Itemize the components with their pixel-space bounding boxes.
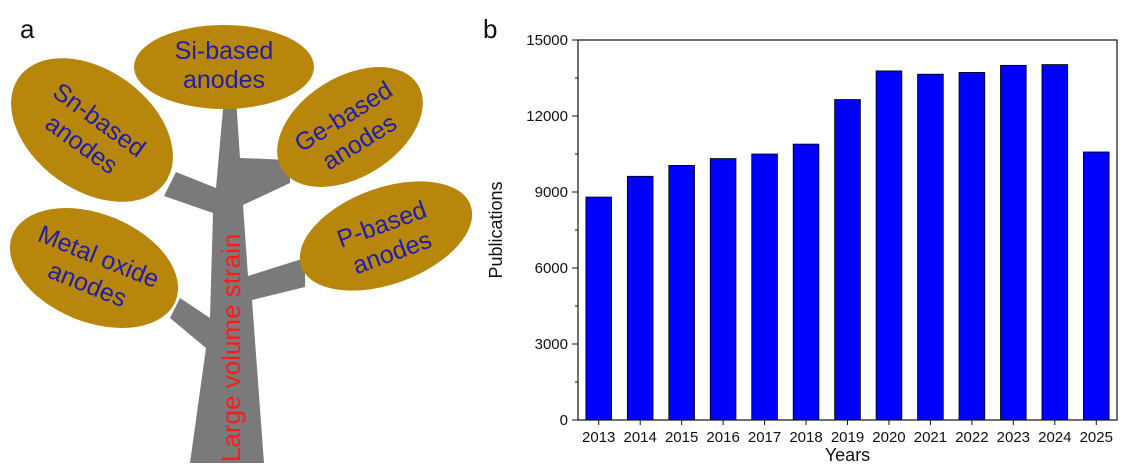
bar-2022 xyxy=(958,72,986,421)
x-tick-label: 2014 xyxy=(624,429,657,446)
bar-2018 xyxy=(792,143,820,421)
x-tick-label: 2024 xyxy=(1038,429,1071,446)
bar-2013 xyxy=(585,196,612,421)
bar-2025 xyxy=(1083,151,1110,421)
panel-a-label: a xyxy=(20,14,35,44)
y-tick-label: 0 xyxy=(560,412,568,429)
y-axis-title: Publications xyxy=(486,181,506,278)
x-tick-label: 2022 xyxy=(955,429,988,446)
bar-2020 xyxy=(875,70,903,421)
panel-b-label: b xyxy=(483,14,497,44)
bar-2017 xyxy=(751,153,778,421)
x-axis-title: Years xyxy=(825,445,870,465)
trunk-label: Large volume strain xyxy=(216,234,246,462)
x-tick-label: 2020 xyxy=(872,429,905,446)
leaf-si-based: Si-based anodes xyxy=(134,25,314,109)
bar-2023 xyxy=(1000,64,1027,421)
x-tick-label: 2015 xyxy=(665,429,698,446)
bar-2021 xyxy=(917,73,944,421)
x-axis-ticks: 2013 2014 2015 2016 2017 2018 2019 2020 2021 2022… xyxy=(582,420,1113,446)
x-tick-label: 2019 xyxy=(831,429,864,446)
bar-2019 xyxy=(834,99,861,421)
x-tick-label: 2013 xyxy=(582,429,615,446)
y-tick-label: 3000 xyxy=(535,336,568,353)
y-tick-label: 12000 xyxy=(526,108,568,125)
y-axis-ticks: 0 3000 6000 9000 12000 15000 xyxy=(526,32,578,429)
bar-2016 xyxy=(709,158,737,421)
x-tick-label: 2018 xyxy=(789,429,822,446)
bar-2024 xyxy=(1041,64,1069,421)
leaf-p-shape xyxy=(299,181,473,291)
bar-2015 xyxy=(668,164,695,421)
leaf-metal-oxide-shape xyxy=(9,208,179,328)
leaf-si-line-2: anodes xyxy=(183,66,265,94)
leaf-p-based: P-based anodes xyxy=(299,181,473,291)
plot-frame xyxy=(577,39,1118,421)
y-tick-label: 9000 xyxy=(535,184,568,201)
x-tick-label: 2016 xyxy=(706,429,739,446)
x-tick-label: 2023 xyxy=(997,429,1030,446)
x-tick-label: 2017 xyxy=(748,429,781,446)
leaf-sn-shape xyxy=(11,58,173,202)
bars-group xyxy=(585,64,1110,421)
leaf-ge-based: Ge-based anodes xyxy=(277,67,423,187)
leaf-sn-based: Sn-based anodes xyxy=(11,58,173,202)
x-tick-label: 2021 xyxy=(914,429,947,446)
y-tick-label: 15000 xyxy=(526,32,568,49)
bar-2014 xyxy=(626,175,654,421)
tree-trunk xyxy=(164,98,305,463)
leaf-metal-oxide: Metal oxide anodes xyxy=(9,208,179,328)
leaf-ge-shape xyxy=(277,67,423,187)
leaf-si-shape xyxy=(134,25,314,109)
panel-a-tree: a Large volume strain Si-based anodes Sn… xyxy=(9,14,473,463)
leaf-si-line-1: Si-based xyxy=(175,37,274,65)
x-tick-label: 2025 xyxy=(1080,429,1113,446)
y-tick-label: 6000 xyxy=(535,260,568,277)
